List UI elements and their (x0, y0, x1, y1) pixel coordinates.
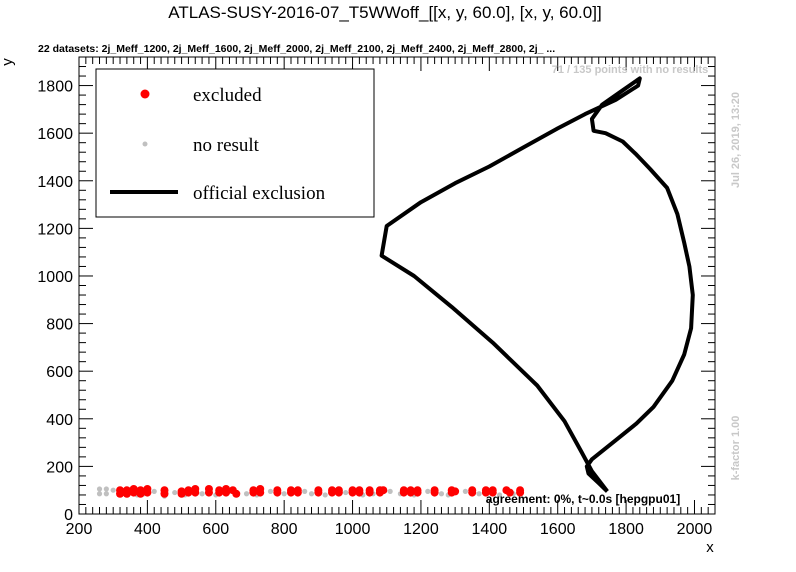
x-tick-label: 1800 (608, 521, 644, 538)
axis-ticks: 200 400 600 800 1000 1200 1400 1600 1800 20000200… (37, 56, 716, 538)
excluded-point (399, 488, 408, 497)
no-result-point (322, 492, 328, 498)
kfactor-annotation: k-factor 1.00 (730, 416, 742, 481)
excluded-point (143, 488, 152, 497)
excluded-point (348, 488, 357, 497)
no-result-point (308, 491, 315, 497)
no-result-point (199, 491, 205, 497)
y-tick-label: 800 (46, 317, 73, 334)
excluded-point (160, 489, 169, 498)
excluded-point (184, 488, 193, 497)
x-tick-label: 1000 (335, 521, 371, 538)
no-result-point (387, 488, 393, 494)
excluded-point (256, 488, 265, 497)
excluded-point (177, 489, 186, 498)
y-tick-label: 600 (46, 364, 73, 381)
x-tick-label: 2000 (677, 521, 713, 538)
no-result-point (267, 488, 274, 494)
excluded-point (355, 488, 364, 497)
y-tick-label: 0 (64, 507, 73, 524)
no-result-point (103, 491, 109, 497)
no-result-point (243, 491, 250, 497)
excluded-point (273, 488, 282, 497)
no-result-point (425, 488, 431, 494)
excluded-point (136, 489, 145, 498)
no-result-point (96, 486, 103, 492)
y-tick-label: 1800 (37, 79, 73, 96)
no-result-point (96, 491, 103, 497)
excluded-point (505, 488, 514, 497)
excluded-point (468, 488, 477, 497)
excluded-point (430, 488, 439, 497)
excluded-point (122, 489, 131, 498)
no-result-point (110, 487, 116, 493)
no-result-point (172, 489, 178, 496)
excluded-point (406, 488, 415, 497)
official-exclusion-curve (379, 76, 695, 493)
legend: excluded no result official exclusion (95, 68, 375, 218)
x-tick-label: 800 (271, 521, 298, 538)
x-tick-label: 1600 (540, 521, 576, 538)
no-result-point (462, 488, 468, 494)
no-results-annotation: 71 / 135 points with no results (552, 64, 708, 76)
excluded-point (328, 488, 337, 497)
no-result-point (103, 486, 109, 492)
official-exclusion-line (379, 76, 695, 493)
chart-subtitle: 22 datasets: 2j_Meff_1200, 2j_Meff_1600,… (38, 43, 555, 55)
y-tick-label: 1200 (37, 221, 73, 238)
y-tick-label: 1600 (37, 126, 73, 143)
x-tick-label: 600 (202, 521, 229, 538)
excluded-point (379, 486, 388, 495)
y-tick-label: 1400 (37, 174, 73, 191)
excluded-point (232, 489, 241, 498)
excluded-point (249, 488, 258, 497)
y-tick-label: 1000 (37, 269, 73, 286)
x-axis-label: x (706, 539, 714, 556)
x-tick-label: 1400 (472, 521, 508, 538)
excluded-point (481, 488, 490, 497)
legend-excluded-label: excluded (193, 85, 262, 106)
no-result-point (476, 491, 482, 497)
excluded-point (516, 488, 525, 497)
excluded-point (488, 488, 497, 497)
date-annotation: Jul 26, 2019, 13:20 (730, 92, 742, 188)
agreement-annotation: agreement: 0%, t~0.0s [hepgpu01] (486, 492, 680, 506)
legend-no-result-marker (142, 141, 148, 147)
excluded-point (222, 488, 231, 497)
excluded-point (116, 489, 125, 498)
legend-no-result-label: no result (193, 135, 260, 156)
excluded-point (451, 487, 460, 496)
no-result-point (302, 488, 308, 494)
no-result-point (438, 491, 445, 497)
excluded-point (215, 488, 224, 497)
x-tick-label: 1200 (403, 521, 439, 538)
y-tick-label: 200 (46, 459, 73, 476)
legend-excluded-marker (140, 89, 150, 99)
excluded-point (129, 488, 138, 497)
excluded-point (334, 488, 343, 497)
excluded-point (287, 488, 295, 497)
legend-official-exclusion-label: official exclusion (193, 183, 326, 204)
y-tick-label: 400 (46, 412, 73, 429)
y-axis-label: y (0, 58, 16, 66)
excluded-point (413, 488, 422, 497)
x-tick-label: 400 (134, 521, 161, 538)
x-tick-label: 200 (66, 521, 93, 538)
no-result-point (343, 489, 349, 496)
chart-title: ATLAS-SUSY-2016-07_T5WWoff_[[x, y, 60.0]… (168, 3, 601, 22)
excluded-point (293, 488, 302, 497)
excluded-point (365, 488, 374, 497)
no-result-point (151, 488, 157, 494)
excluded-point (204, 488, 213, 497)
no-result-point (496, 492, 503, 498)
excluded-point (314, 488, 323, 497)
no-result-point (281, 491, 287, 497)
excluded-points (116, 485, 525, 498)
excluded-point (191, 488, 200, 497)
